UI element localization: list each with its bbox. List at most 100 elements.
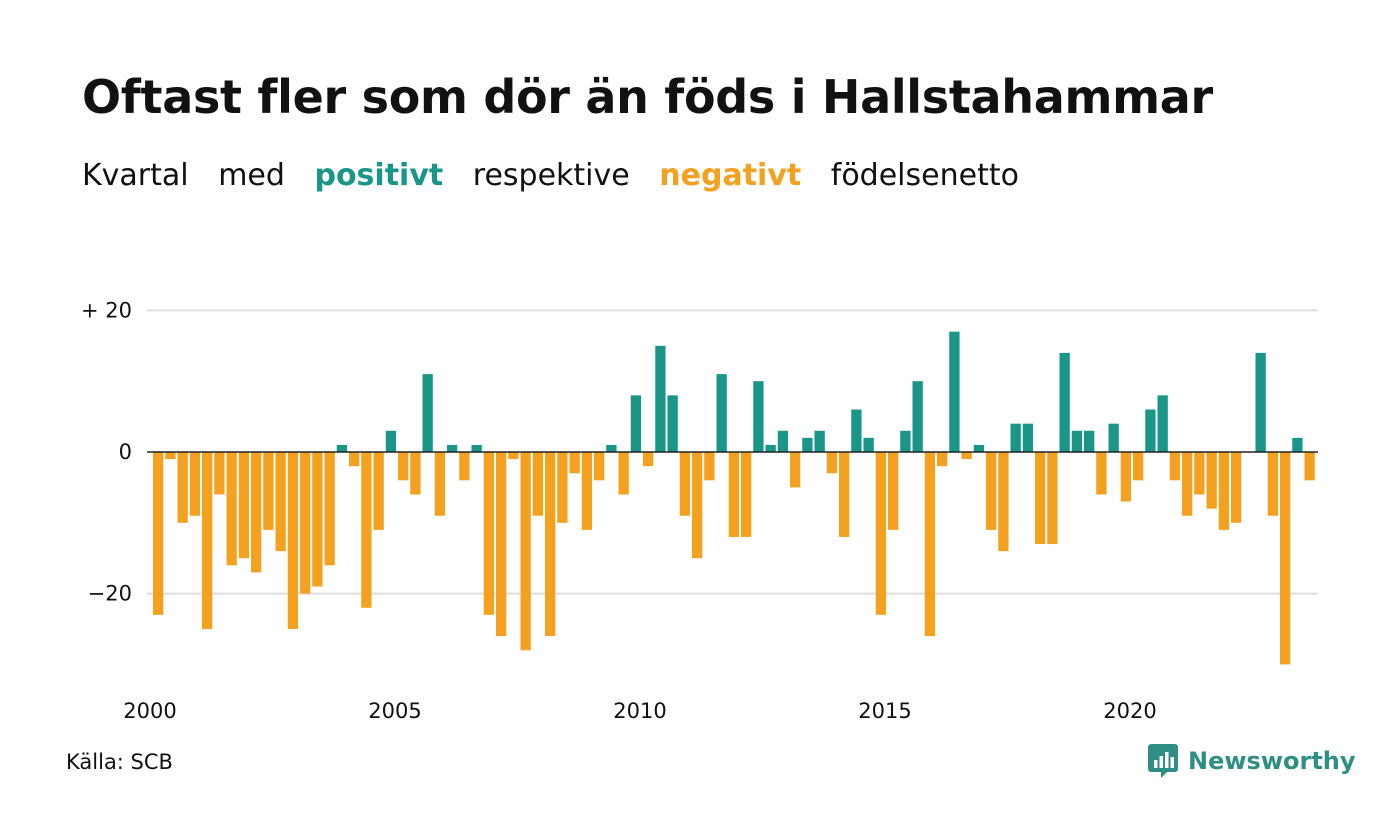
bar xyxy=(422,374,433,452)
bar xyxy=(324,452,335,566)
chart-subtitle: Kvartal med positivt respektive negativt… xyxy=(82,158,1039,193)
bar xyxy=(1157,395,1168,452)
bar xyxy=(692,452,703,559)
bar xyxy=(483,452,495,615)
bar xyxy=(385,430,397,452)
subtitle-positive-label: positivt xyxy=(314,158,444,193)
bar xyxy=(202,452,213,629)
bar xyxy=(312,452,323,587)
bar xyxy=(447,444,458,452)
bar xyxy=(618,452,629,495)
bar xyxy=(1022,423,1034,452)
bar xyxy=(1169,452,1181,481)
bar xyxy=(398,452,409,481)
bar xyxy=(900,430,911,452)
bar xyxy=(643,452,654,467)
bar xyxy=(814,430,825,452)
bar xyxy=(924,452,936,637)
bar xyxy=(912,381,923,452)
bar xyxy=(1280,452,1291,665)
bar xyxy=(373,452,384,530)
bar xyxy=(765,444,776,452)
bar xyxy=(1096,452,1107,495)
bar xyxy=(532,452,544,516)
bar xyxy=(777,430,789,452)
bar xyxy=(545,452,556,637)
bar xyxy=(1255,352,1266,452)
bar xyxy=(153,452,164,615)
bar xyxy=(728,452,740,537)
bar xyxy=(888,452,899,530)
bar xyxy=(716,374,727,452)
y-tick-label: + 20 xyxy=(81,298,132,322)
bar xyxy=(630,395,642,452)
y-tick-label: 0 xyxy=(119,440,132,464)
bar xyxy=(349,452,360,467)
bar xyxy=(1059,352,1070,452)
bar xyxy=(937,452,948,467)
x-tick-label: 2005 xyxy=(368,699,421,723)
bar xyxy=(790,452,801,488)
x-tick-label: 2000 xyxy=(123,699,176,723)
bar xyxy=(1304,452,1315,481)
subtitle-word-fodelsenetto: födelsenetto xyxy=(830,158,1019,193)
bar xyxy=(1108,423,1119,452)
bar xyxy=(434,452,446,516)
bar xyxy=(839,452,850,537)
bar xyxy=(1194,452,1205,495)
bar xyxy=(986,452,997,530)
bar xyxy=(238,452,250,559)
bar xyxy=(826,452,838,474)
bar xyxy=(875,452,887,615)
newsworthy-logo-icon xyxy=(1148,744,1178,778)
bar xyxy=(569,452,580,474)
bar xyxy=(1071,430,1083,452)
bar xyxy=(300,452,311,594)
bar xyxy=(263,452,274,530)
bar xyxy=(557,452,568,523)
x-tick-label: 2020 xyxy=(1103,699,1156,723)
bar xyxy=(973,444,985,452)
x-tick-label: 2010 xyxy=(613,699,666,723)
bar xyxy=(704,452,715,481)
bar xyxy=(214,452,225,495)
bar xyxy=(961,452,972,460)
bar xyxy=(655,345,666,452)
bar xyxy=(1218,452,1230,530)
bar xyxy=(679,452,691,516)
bar xyxy=(177,452,188,523)
chart-title: Oftast fler som dör än föds i Hallstaham… xyxy=(82,70,1213,124)
bar xyxy=(1206,452,1217,509)
bar xyxy=(226,452,237,566)
bar xyxy=(1047,452,1058,545)
bar xyxy=(1182,452,1193,516)
bar xyxy=(1231,452,1242,523)
bar xyxy=(998,452,1009,552)
bar xyxy=(275,452,286,552)
bar xyxy=(606,444,617,452)
bar xyxy=(251,452,262,573)
bar xyxy=(471,444,482,452)
bar xyxy=(1267,452,1279,516)
bar xyxy=(459,452,470,481)
bar xyxy=(508,452,519,460)
bar xyxy=(189,452,201,516)
brand-name: Newsworthy xyxy=(1188,747,1356,775)
bar xyxy=(741,452,752,537)
bar xyxy=(594,452,605,481)
bar xyxy=(667,395,678,452)
subtitle-word-respektive: respektive xyxy=(472,158,630,193)
bar xyxy=(863,437,874,452)
subtitle-negative-label: negativt xyxy=(659,158,802,193)
x-tick-label: 2015 xyxy=(858,699,911,723)
bar xyxy=(851,409,862,452)
subtitle-word-med: med xyxy=(218,158,285,193)
bar xyxy=(1120,452,1132,502)
bar xyxy=(520,452,531,651)
y-tick-label: −20 xyxy=(88,582,132,606)
bar xyxy=(165,452,176,460)
bar xyxy=(410,452,421,495)
source-note: Källa: SCB xyxy=(66,750,173,774)
bar xyxy=(1084,430,1095,452)
